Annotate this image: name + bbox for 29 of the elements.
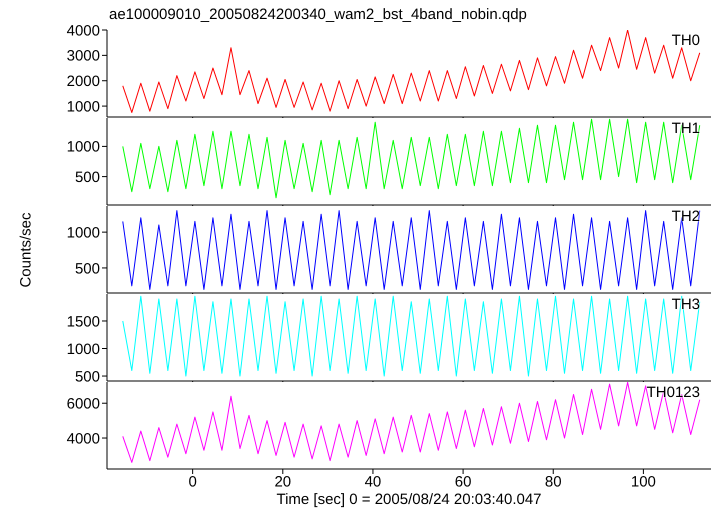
x-tick-label: 0 [188,474,197,491]
y-tick-label: 4000 [66,22,100,40]
y-tick-label: 6000 [66,396,100,413]
y-tick-label: 1000 [66,340,100,358]
line-series [122,118,700,198]
chart-title: ae100009010_20050824200340_wam2_bst_4band_nobin.qdp [109,6,527,23]
y-tick-label: 1000 [66,98,100,116]
series-label: TH0123 [646,384,700,401]
y-tick-label: 1500 [66,313,100,330]
y-tick-label: 500 [74,368,100,386]
line-series [122,296,700,377]
y-tick-label: 500 [74,260,100,278]
x-tick-label: 20 [274,474,292,491]
x-tick-label: 60 [454,474,472,491]
series-label: TH0 [672,32,700,49]
x-tick-label: 80 [544,474,562,491]
x-axis-title: Time [sec] 0 = 2005/08/24 20:03:40.047 [275,491,543,508]
y-tick-label: 2000 [66,73,100,90]
x-tick-label: 40 [364,474,382,491]
line-series [122,210,700,290]
y-axis-title: Counts/sec [18,212,34,288]
y-tick-label: 500 [74,168,100,186]
x-tick-label: 100 [630,474,656,491]
line-series [122,382,700,463]
y-tick-label: 1000 [66,224,100,242]
line-series [122,30,700,113]
y-tick-label: 4000 [66,430,100,448]
y-tick-label: 3000 [66,48,100,65]
y-tick-label: 1000 [66,138,100,156]
